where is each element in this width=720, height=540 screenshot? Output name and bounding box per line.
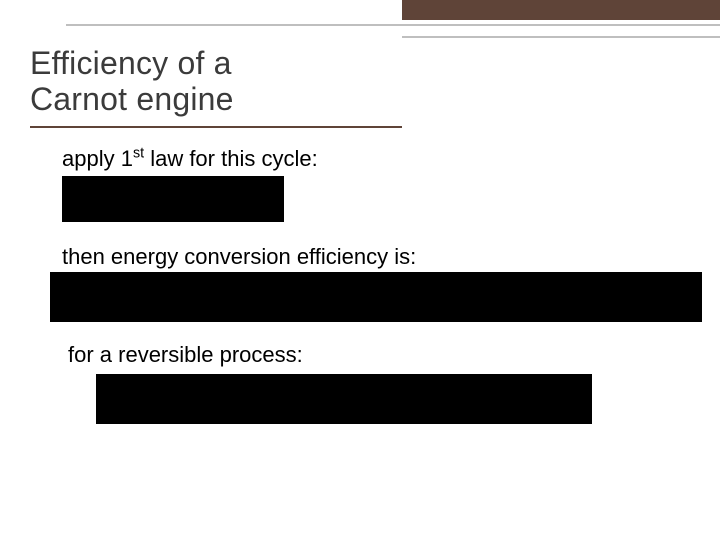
body-line-1-pre: apply 1 bbox=[62, 146, 133, 171]
body-line-1-sup: st bbox=[133, 146, 144, 162]
top-gray-line-lower bbox=[402, 36, 720, 38]
top-brown-band bbox=[402, 0, 720, 20]
body-line-1: apply 1st law for this cycle: bbox=[62, 144, 318, 174]
redaction-block bbox=[62, 176, 284, 222]
body-line-1-post: law for this cycle: bbox=[144, 146, 318, 171]
slide-title: Efficiency of a Carnot engine bbox=[30, 46, 330, 118]
top-gray-line-upper bbox=[66, 24, 720, 26]
body-line-3: for a reversible process: bbox=[68, 340, 303, 370]
redaction-block bbox=[50, 272, 702, 322]
slide: Efficiency of a Carnot engine apply 1st … bbox=[0, 0, 720, 540]
title-underline bbox=[30, 126, 402, 128]
body-line-2: then energy conversion efficiency is: bbox=[62, 242, 416, 272]
redaction-block bbox=[96, 374, 592, 424]
